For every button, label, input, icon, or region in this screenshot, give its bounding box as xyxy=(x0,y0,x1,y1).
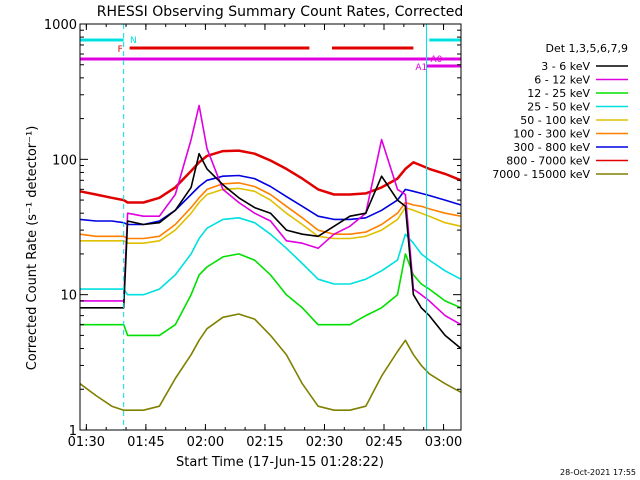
legend-label-5: 100 - 300 keV xyxy=(513,128,590,141)
series-line-1 xyxy=(80,104,462,326)
x-tick-label-2: 02:00 xyxy=(187,435,224,450)
series-line-7 xyxy=(79,149,462,204)
x-tick-label-1: 01:45 xyxy=(127,435,164,450)
series-line-5 xyxy=(79,182,462,240)
y-axis-label: Corrected Count Rate (s⁻¹ detector⁻¹) xyxy=(25,126,40,371)
y-tick-label-3: 1000 xyxy=(44,18,77,33)
legend-label-8: 7000 - 15000 keV xyxy=(492,168,590,181)
x-tick-label-6: 03:00 xyxy=(425,435,462,450)
y-tick-label-1: 10 xyxy=(60,289,77,304)
series-line-8 xyxy=(79,313,462,411)
series-line-2 xyxy=(80,253,462,337)
series-line-3 xyxy=(80,217,462,296)
legend-label-1: 6 - 12 keV xyxy=(534,74,590,87)
series-line-6 xyxy=(79,174,462,226)
generation-timestamp: 28-Oct-2021 17:55 xyxy=(560,468,636,477)
x-tick-label-5: 02:45 xyxy=(365,435,402,450)
x-axis-label: Start Time (17-Jun-15 01:28:22) xyxy=(176,455,384,470)
chart-title: RHESSI Observing Summary Count Rates, Co… xyxy=(97,4,463,20)
legend-title: Det 1,3,5,6,7,9 xyxy=(545,42,628,55)
saa-boundary-lines xyxy=(123,24,462,430)
x-tick-label-0: 01:30 xyxy=(68,435,105,450)
flag-label-0: N xyxy=(130,36,137,46)
legend-label-7: 800 - 7000 keV xyxy=(506,155,590,168)
legend-label-0: 3 - 6 keV xyxy=(541,60,590,73)
legend-label-6: 300 - 800 keV xyxy=(513,141,590,154)
x-tick-label-3: 02:15 xyxy=(246,435,283,450)
series-lines xyxy=(79,104,462,411)
legend-label-3: 25 - 50 keV xyxy=(527,101,590,114)
flag-label-2: F xyxy=(118,45,123,55)
y-tick-label-2: 100 xyxy=(52,153,77,168)
legend-label-4: 50 - 100 keV xyxy=(520,114,590,127)
plot-frame xyxy=(79,23,462,431)
flag-label-4: A0 xyxy=(430,55,442,65)
y-tick-label-0: 1 xyxy=(69,424,77,439)
series-line-4 xyxy=(80,187,462,244)
x-tick-label-4: 02:30 xyxy=(306,435,343,450)
axes: 01:30 01:45 02:00 02:15 02:30 02:45 03:00 1 10 10… xyxy=(44,18,462,450)
legend-label-2: 12 - 25 keV xyxy=(527,87,590,100)
series-line-0 xyxy=(80,152,462,350)
flag-label-3: A1 xyxy=(415,63,427,73)
